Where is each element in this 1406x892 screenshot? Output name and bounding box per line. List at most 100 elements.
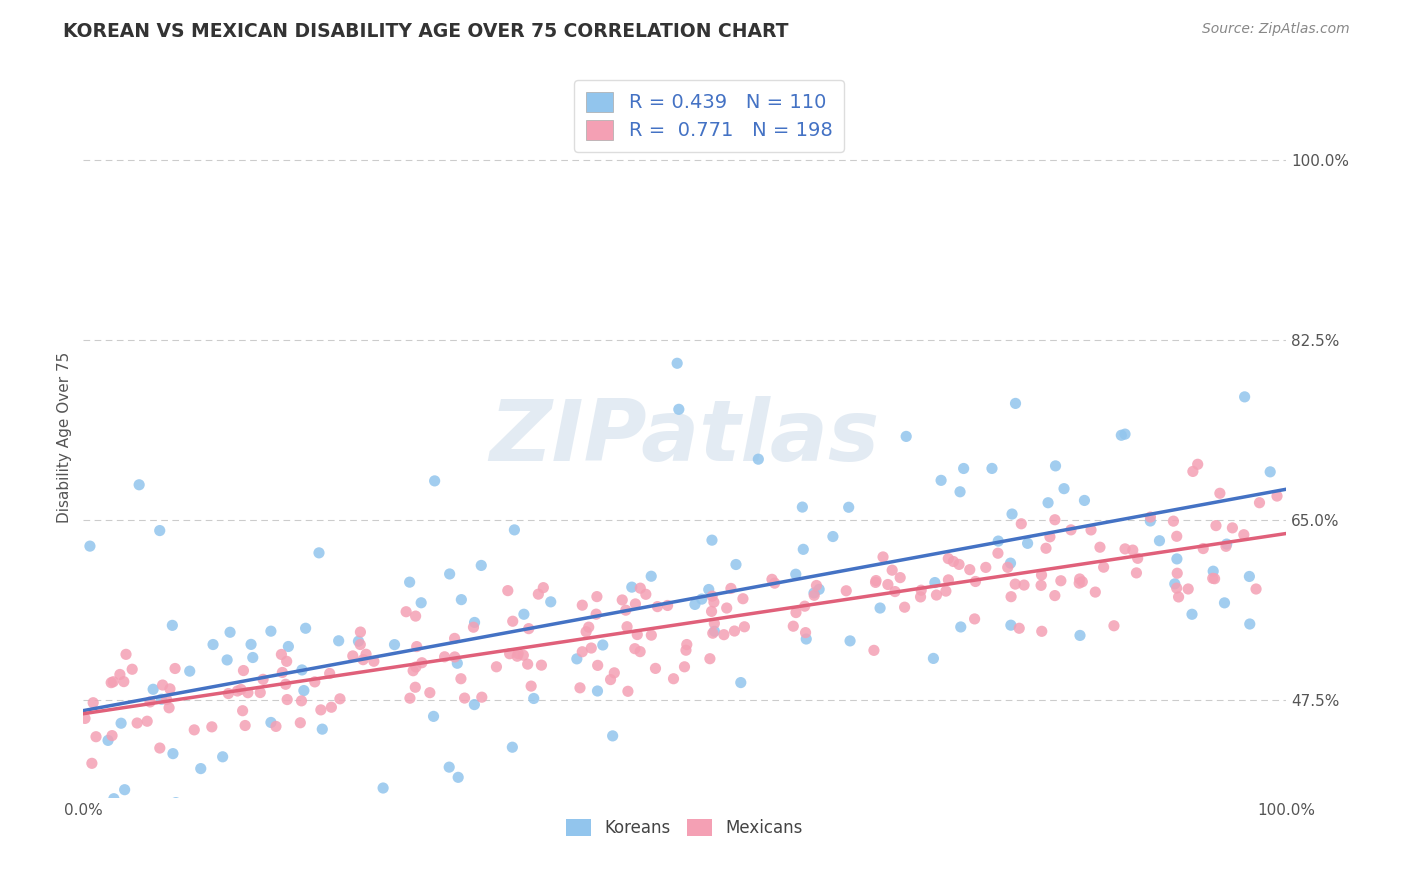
Point	[423, 474, 446, 488]
Point	[702, 589, 724, 603]
Point	[925, 588, 948, 602]
Point	[723, 624, 745, 638]
Point	[806, 578, 828, 592]
Point	[1166, 552, 1188, 566]
Point	[471, 690, 494, 705]
Point	[700, 604, 723, 618]
Point	[97, 733, 120, 747]
Point	[592, 638, 614, 652]
Point	[496, 583, 519, 598]
Point	[232, 704, 254, 718]
Point	[838, 500, 860, 515]
Point	[713, 628, 735, 642]
Point	[527, 587, 550, 601]
Point	[159, 681, 181, 696]
Point	[349, 638, 371, 652]
Point	[1233, 390, 1256, 404]
Point	[419, 686, 441, 700]
Point	[987, 534, 1010, 549]
Point	[1204, 572, 1226, 586]
Point	[1035, 541, 1057, 556]
Point	[1233, 527, 1256, 541]
Point	[371, 780, 394, 795]
Point	[342, 648, 364, 663]
Point	[523, 691, 546, 706]
Point	[142, 682, 165, 697]
Point	[349, 625, 371, 640]
Point	[1205, 518, 1227, 533]
Point	[517, 622, 540, 636]
Point	[803, 586, 825, 600]
Point	[162, 747, 184, 761]
Point	[884, 584, 907, 599]
Point	[252, 673, 274, 687]
Point	[236, 686, 259, 700]
Point	[1060, 523, 1083, 537]
Point	[190, 762, 212, 776]
Point	[1069, 628, 1091, 642]
Point	[586, 590, 609, 604]
Point	[603, 665, 626, 680]
Point	[963, 612, 986, 626]
Point	[1045, 458, 1067, 473]
Point	[249, 685, 271, 699]
Point	[530, 658, 553, 673]
Point	[1222, 521, 1244, 535]
Point	[733, 620, 755, 634]
Point	[201, 720, 224, 734]
Point	[226, 684, 249, 698]
Point	[1202, 571, 1225, 585]
Point	[675, 638, 697, 652]
Point	[1239, 569, 1261, 583]
Point	[501, 740, 523, 755]
Point	[730, 675, 752, 690]
Point	[703, 595, 725, 609]
Point	[264, 719, 287, 733]
Point	[127, 716, 149, 731]
Point	[1213, 596, 1236, 610]
Point	[1031, 568, 1053, 582]
Point	[581, 641, 603, 656]
Point	[277, 640, 299, 654]
Point	[835, 583, 858, 598]
Point	[1202, 564, 1225, 578]
Point	[997, 560, 1019, 574]
Point	[716, 601, 738, 615]
Point	[1088, 540, 1111, 554]
Point	[640, 628, 662, 642]
Point	[1004, 577, 1026, 591]
Point	[935, 584, 957, 599]
Point	[308, 546, 330, 560]
Point	[157, 701, 180, 715]
Point	[290, 715, 312, 730]
Point	[240, 637, 263, 651]
Point	[761, 572, 783, 586]
Point	[808, 582, 831, 597]
Point	[793, 599, 815, 614]
Point	[1008, 621, 1031, 635]
Point	[1187, 457, 1209, 471]
Point	[1036, 496, 1059, 510]
Point	[703, 616, 725, 631]
Point	[614, 603, 637, 617]
Point	[447, 770, 470, 784]
Point	[321, 700, 343, 714]
Point	[612, 593, 634, 607]
Point	[1000, 556, 1022, 570]
Point	[329, 691, 352, 706]
Point	[1149, 533, 1171, 548]
Point	[1012, 578, 1035, 592]
Point	[1164, 577, 1187, 591]
Point	[271, 665, 294, 680]
Point	[948, 558, 970, 572]
Point	[1069, 572, 1091, 586]
Point	[399, 691, 422, 706]
Point	[763, 576, 786, 591]
Point	[821, 529, 844, 543]
Point	[578, 620, 600, 634]
Point	[599, 673, 621, 687]
Point	[724, 558, 747, 572]
Point	[624, 597, 647, 611]
Point	[1181, 464, 1204, 478]
Point	[794, 625, 817, 640]
